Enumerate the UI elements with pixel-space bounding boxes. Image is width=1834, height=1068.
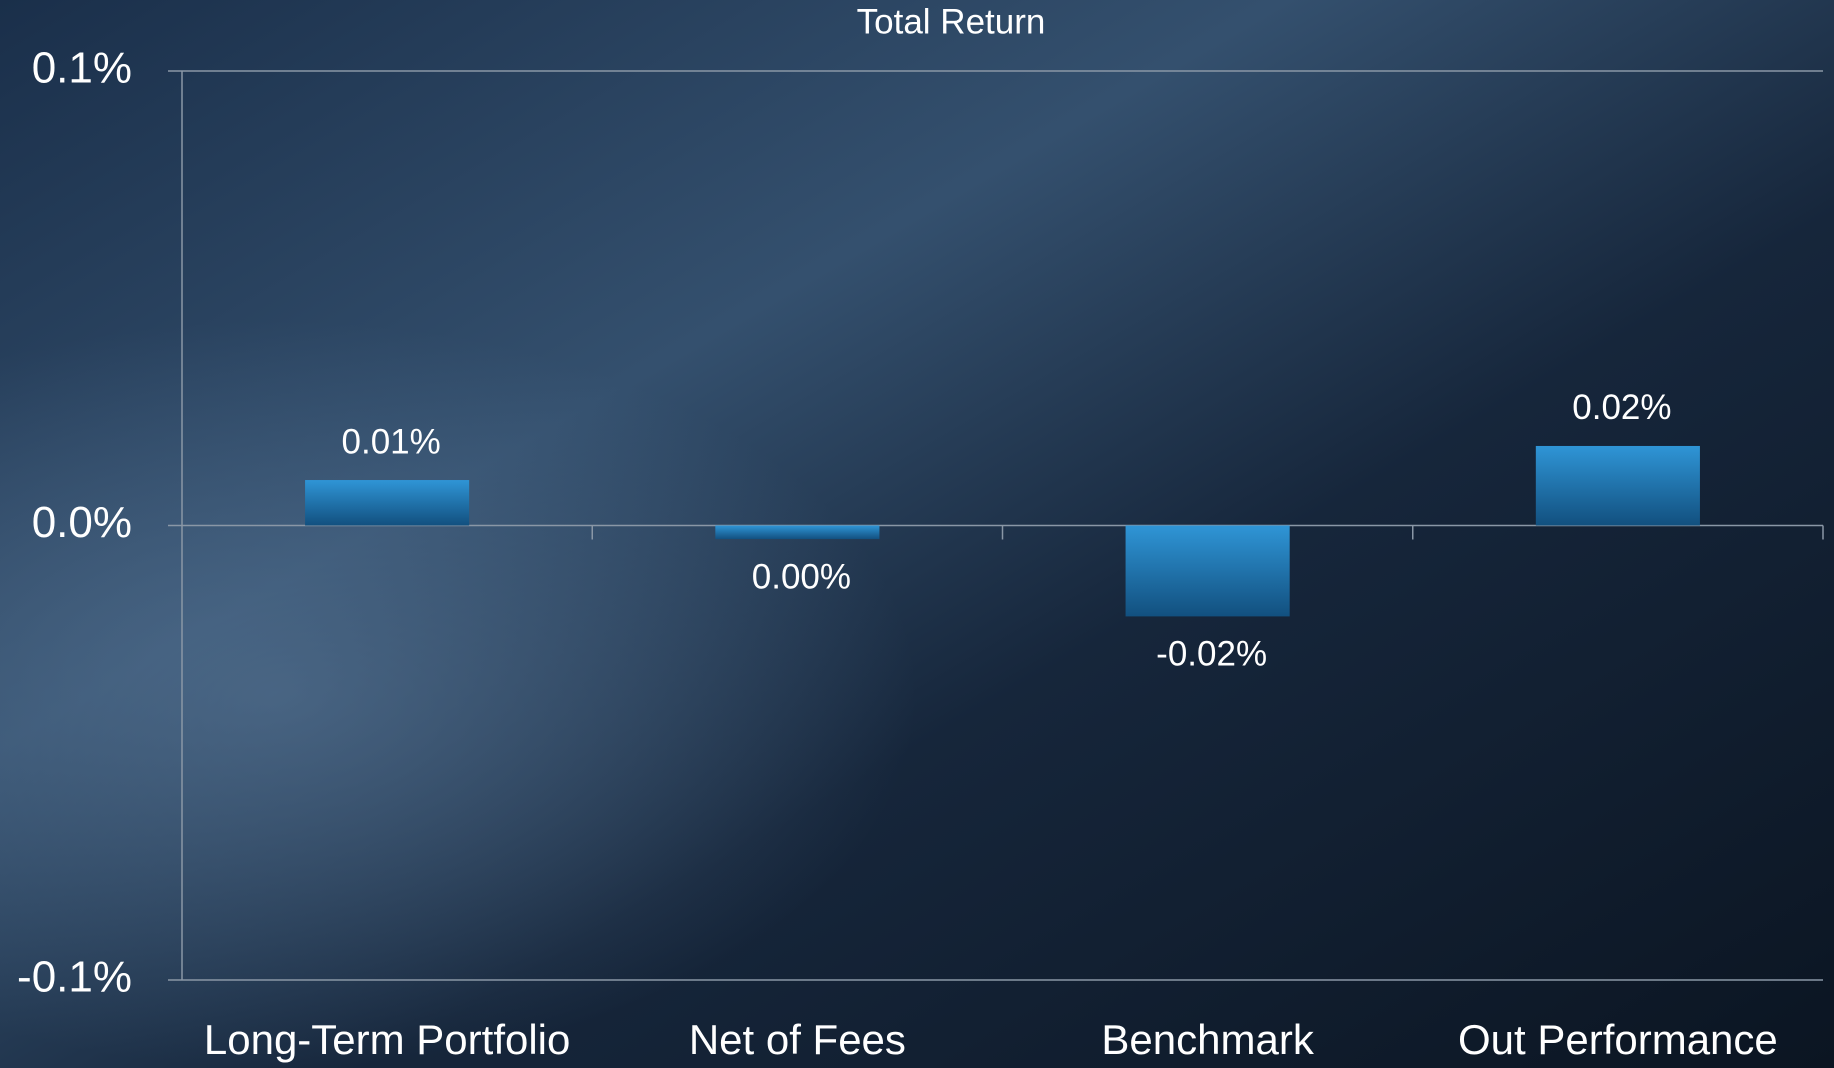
y-tick-label: -0.1%: [17, 953, 132, 1002]
x-tick-label: Out Performance: [1458, 1016, 1778, 1063]
value-label: 0.02%: [1572, 388, 1671, 427]
y-tick-label: 0.0%: [32, 498, 132, 547]
bar: [1125, 525, 1290, 617]
value-label: 0.01%: [342, 422, 441, 461]
bar: [715, 525, 880, 540]
x-tick-label: Long-Term Portfolio: [204, 1016, 571, 1063]
value-label: 0.00%: [752, 557, 851, 596]
chart-title: Total Return: [857, 2, 1046, 41]
x-tick-label: Benchmark: [1101, 1016, 1314, 1063]
y-tick-label: 0.1%: [32, 44, 132, 93]
x-tick-label: Net of Fees: [689, 1016, 906, 1063]
bar: [1535, 445, 1700, 526]
value-label: -0.02%: [1156, 635, 1267, 674]
bar: [305, 480, 470, 526]
